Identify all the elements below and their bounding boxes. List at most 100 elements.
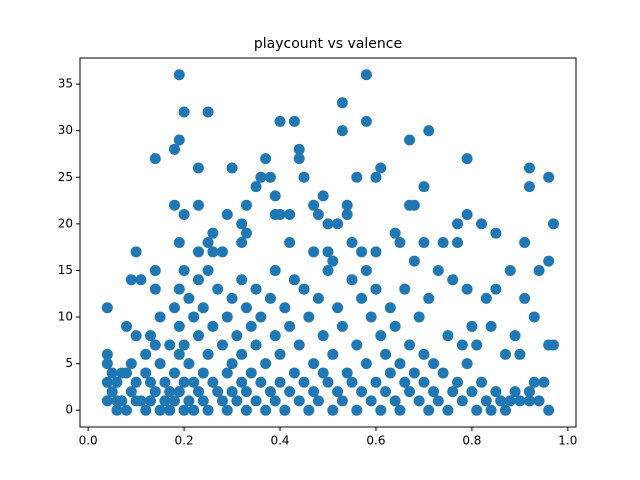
point: [212, 283, 224, 295]
point: [101, 376, 113, 388]
point: [188, 404, 200, 416]
point: [197, 395, 209, 407]
point: [183, 292, 195, 304]
point: [216, 246, 228, 258]
y-tick-label: 35: [58, 77, 73, 91]
point: [308, 386, 320, 398]
point: [471, 404, 483, 416]
point: [423, 404, 435, 416]
point: [178, 264, 190, 276]
point: [442, 404, 454, 416]
x-tick-label: 1.0: [558, 434, 577, 448]
point: [543, 255, 555, 267]
point: [293, 339, 305, 351]
point: [336, 395, 348, 407]
point: [164, 386, 176, 398]
point: [466, 386, 478, 398]
point: [145, 330, 157, 342]
point: [356, 386, 368, 398]
point: [327, 404, 339, 416]
point: [312, 395, 324, 407]
point: [106, 367, 118, 379]
point: [101, 358, 113, 370]
point: [279, 302, 291, 314]
point: [140, 348, 152, 360]
point: [428, 358, 440, 370]
point: [538, 376, 550, 388]
point: [413, 311, 425, 323]
point: [308, 246, 320, 258]
point: [456, 395, 468, 407]
point: [312, 292, 324, 304]
point: [499, 404, 511, 416]
point: [121, 404, 133, 416]
point: [212, 386, 224, 398]
point: [543, 404, 555, 416]
point: [173, 320, 185, 332]
point: [341, 199, 353, 211]
point: [192, 199, 204, 211]
point: [322, 246, 334, 258]
point: [149, 283, 161, 295]
point: [284, 320, 296, 332]
point: [221, 404, 233, 416]
point: [236, 274, 248, 286]
point: [130, 330, 142, 342]
point: [480, 395, 492, 407]
point: [514, 348, 526, 360]
point: [192, 330, 204, 342]
point: [389, 320, 401, 332]
point: [269, 264, 281, 276]
point: [461, 209, 473, 221]
point: [231, 330, 243, 342]
point: [327, 255, 339, 267]
point: [288, 274, 300, 286]
point: [346, 274, 358, 286]
point: [101, 395, 113, 407]
point: [332, 218, 344, 230]
point: [351, 171, 363, 183]
point: [236, 218, 248, 230]
point: [106, 386, 118, 398]
point: [447, 274, 459, 286]
point: [509, 330, 521, 342]
point: [303, 404, 315, 416]
point: [226, 386, 238, 398]
point: [207, 376, 219, 388]
point: [485, 404, 497, 416]
point: [168, 302, 180, 314]
point: [432, 264, 444, 276]
x-tick-label: 0.0: [79, 434, 98, 448]
point: [236, 348, 248, 360]
point: [380, 386, 392, 398]
point: [476, 376, 488, 388]
point: [178, 209, 190, 221]
point: [125, 274, 137, 286]
point: [447, 386, 459, 398]
point: [341, 367, 353, 379]
point: [504, 264, 516, 276]
point: [317, 190, 329, 202]
point: [375, 162, 387, 174]
point: [216, 395, 228, 407]
point: [418, 348, 430, 360]
point: [365, 311, 377, 323]
y-tick-label: 10: [58, 310, 73, 324]
point: [159, 376, 171, 388]
point: [221, 311, 233, 323]
y-tick-label: 5: [65, 356, 73, 370]
point: [250, 283, 262, 295]
point: [394, 358, 406, 370]
point: [356, 292, 368, 304]
point: [135, 274, 147, 286]
point: [125, 358, 137, 370]
x-tick-label: 0.2: [175, 434, 194, 448]
point: [173, 69, 185, 81]
point: [456, 339, 468, 351]
point: [183, 395, 195, 407]
point: [226, 292, 238, 304]
x-tick-label: 0.6: [366, 434, 385, 448]
point: [404, 134, 416, 146]
point: [423, 125, 435, 137]
point: [207, 227, 219, 239]
